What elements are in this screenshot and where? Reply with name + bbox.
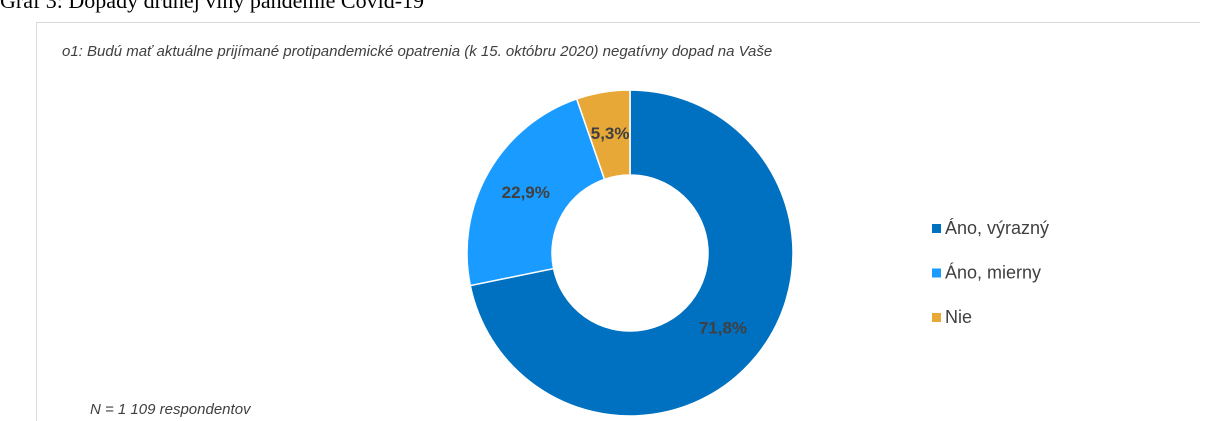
donut-segment [575,89,631,181]
note: N = 1 109 respondentov [90,401,252,418]
data-label: 71,8% [699,318,747,337]
chart-title: o1: Budú mať aktuálne prijímané protipan… [62,43,772,60]
donut-segment [469,89,794,417]
chart-frame [36,22,1200,421]
legend-label: Nie [945,307,972,327]
donut-segment [466,98,606,287]
legend-swatch [932,224,941,233]
data-label: 22,9% [502,183,550,202]
legend-swatch [932,313,941,322]
legend-swatch [932,268,941,278]
heading: Graf 3: Dopady druhej vlny pandémie Covi… [0,0,424,13]
legend-label: Áno, mierny [945,262,1041,282]
data-label: 5,3% [591,124,630,143]
legend-label: Áno, výrazný [945,218,1049,238]
